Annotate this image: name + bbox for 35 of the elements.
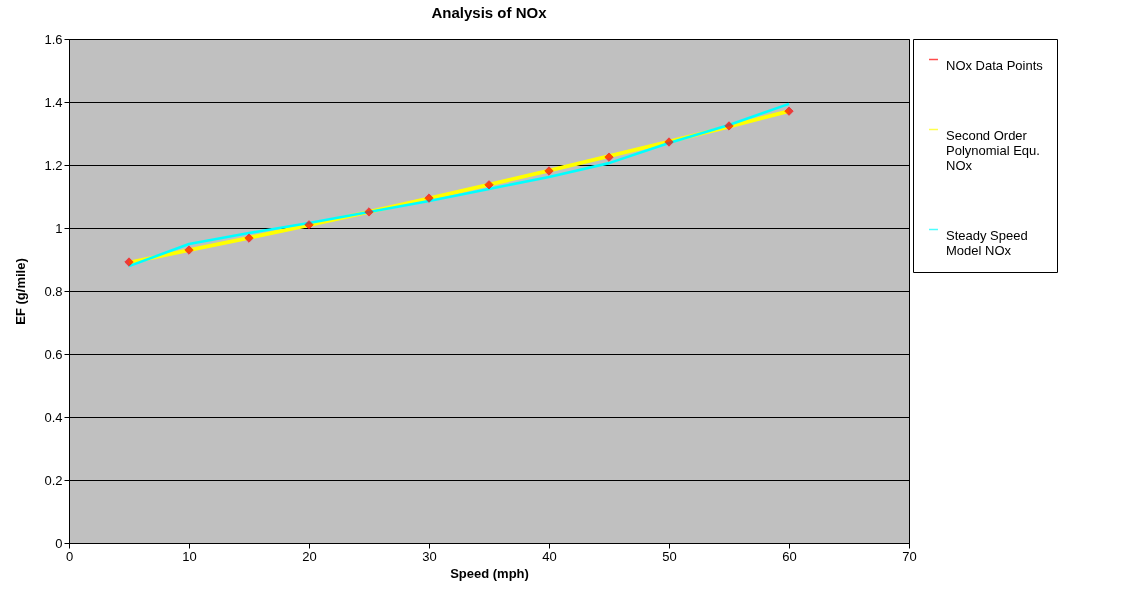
legend-label: NOx Data Points	[946, 57, 1044, 73]
x-tick-label: 70	[902, 548, 917, 564]
y-tick-label: 0.2	[44, 472, 63, 488]
x-tick-label: 20	[302, 548, 317, 564]
point	[124, 257, 134, 267]
x-tick-label: 60	[782, 548, 797, 564]
y-tick-label: 0.6	[44, 346, 63, 362]
y-tick-label: 1.6	[44, 31, 63, 47]
point	[544, 166, 554, 176]
legend-label: Second Order Polynomial Equ. NOx	[946, 127, 1040, 173]
x-axis-title: Speed (mph)	[450, 565, 529, 581]
point	[244, 233, 254, 243]
point	[424, 193, 434, 203]
chart-title: Analysis of NOx	[431, 4, 548, 21]
y-tick-label: 0	[55, 535, 63, 551]
y-tick-label: 0.8	[44, 283, 63, 299]
x-tick-label: 50	[662, 548, 677, 564]
point	[664, 137, 674, 147]
y-tick-label: 1	[55, 220, 63, 236]
y-tick-label: 1.4	[44, 94, 63, 110]
x-tick-label: 0	[65, 548, 74, 564]
y-tick-label: 0.4	[44, 409, 63, 425]
point	[724, 121, 734, 131]
x-tick-label: 40	[542, 548, 557, 564]
point	[304, 220, 314, 230]
x-tick-label: 10	[182, 548, 197, 564]
point	[484, 180, 494, 190]
y-axis-title: EF (g/mile)	[13, 258, 29, 325]
legend-label: Steady Speed Model NOx	[946, 227, 1028, 258]
point	[364, 207, 374, 217]
y-tick-label: 1.2	[44, 157, 63, 173]
point	[184, 245, 194, 255]
point	[784, 106, 794, 116]
x-tick-label: 30	[422, 548, 437, 564]
point	[604, 152, 614, 162]
